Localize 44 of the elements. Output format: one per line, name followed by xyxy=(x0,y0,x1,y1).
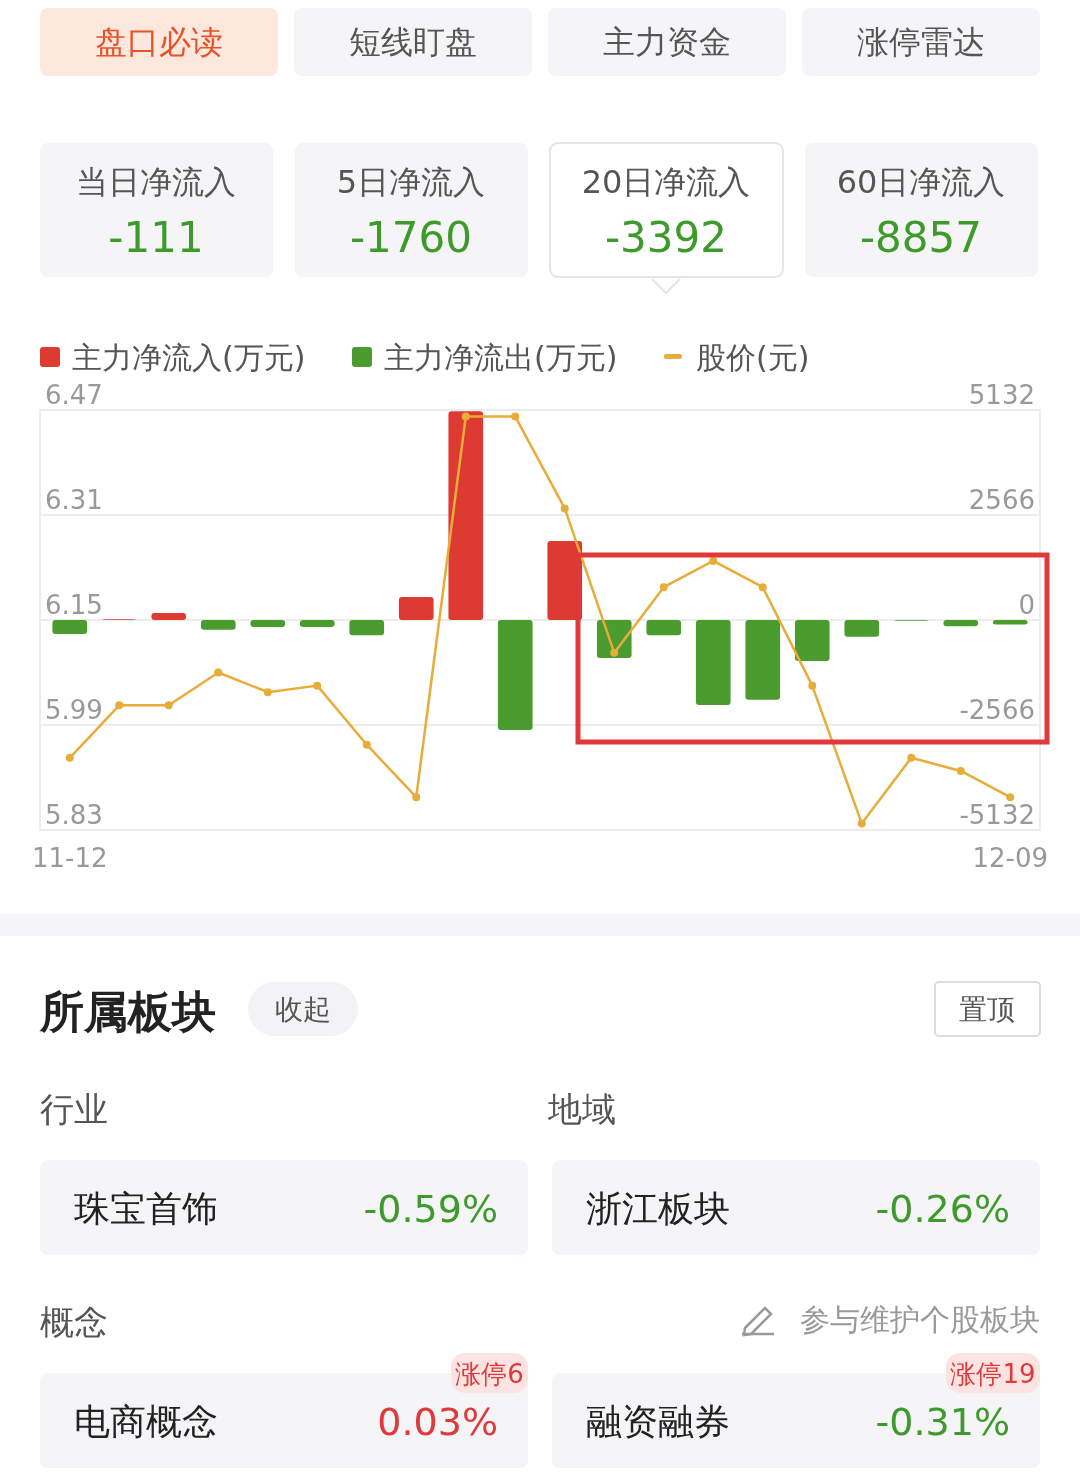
category-label: 5日净流入 xyxy=(336,163,486,201)
data-label: -3392 xyxy=(604,213,728,262)
data-label: -8857 xyxy=(859,213,983,262)
y-tick-label: 5.83 xyxy=(45,800,103,830)
category-label: 20日净流入 xyxy=(581,163,751,201)
text: 电商概念 xyxy=(74,1401,218,1442)
text: 涨停19 xyxy=(950,1359,1036,1389)
text: 所属板块 xyxy=(39,986,216,1037)
text: 行业 xyxy=(40,1089,108,1129)
text: 概念 xyxy=(40,1302,108,1342)
data-label: -111 xyxy=(108,213,204,262)
y2-tick-label: -5132 xyxy=(959,800,1035,830)
y-tick-label: 6.47 xyxy=(45,380,103,410)
text: -0.31% xyxy=(875,1400,1010,1444)
text: 主力资金 xyxy=(603,23,731,61)
text: -0.59% xyxy=(363,1187,498,1231)
x-tick-label: 11-12 xyxy=(31,843,108,873)
text: -0.26% xyxy=(875,1187,1010,1231)
data-label: -1760 xyxy=(349,213,473,262)
text: 浙江板块 xyxy=(586,1188,730,1229)
y2-tick-label: -2566 xyxy=(959,695,1035,725)
x-tick-label: 12-09 xyxy=(972,843,1049,873)
text: 地域 xyxy=(547,1089,616,1129)
y2-tick-label: 0 xyxy=(1018,590,1035,620)
legend-label: 股价(元) xyxy=(696,340,810,375)
legend-label: 主力净流出(万元) xyxy=(384,340,618,375)
text: 珠宝首饰 xyxy=(74,1188,218,1229)
y2-tick-label: 2566 xyxy=(968,485,1035,515)
text: 参与维护个股板块 xyxy=(800,1302,1040,1337)
y-tick-label: 6.31 xyxy=(45,485,103,515)
text: 短线盯盘 xyxy=(349,23,477,61)
y-tick-label: 5.99 xyxy=(45,695,103,725)
legend-label: 主力净流入(万元) xyxy=(72,340,306,375)
y-tick-label: 6.15 xyxy=(45,590,103,620)
text: 收起 xyxy=(275,993,331,1026)
category-label: 当日净流入 xyxy=(76,163,236,201)
text: 置顶 xyxy=(959,993,1015,1026)
text: 涨停6 xyxy=(455,1359,524,1389)
text: 0.03% xyxy=(377,1400,498,1444)
category-label: 60日净流入 xyxy=(836,163,1006,201)
text: 盘口必读 xyxy=(95,23,223,61)
y2-tick-label: 5132 xyxy=(968,380,1035,410)
text: 融资融券 xyxy=(586,1401,730,1442)
text: 涨停雷达 xyxy=(857,23,985,61)
